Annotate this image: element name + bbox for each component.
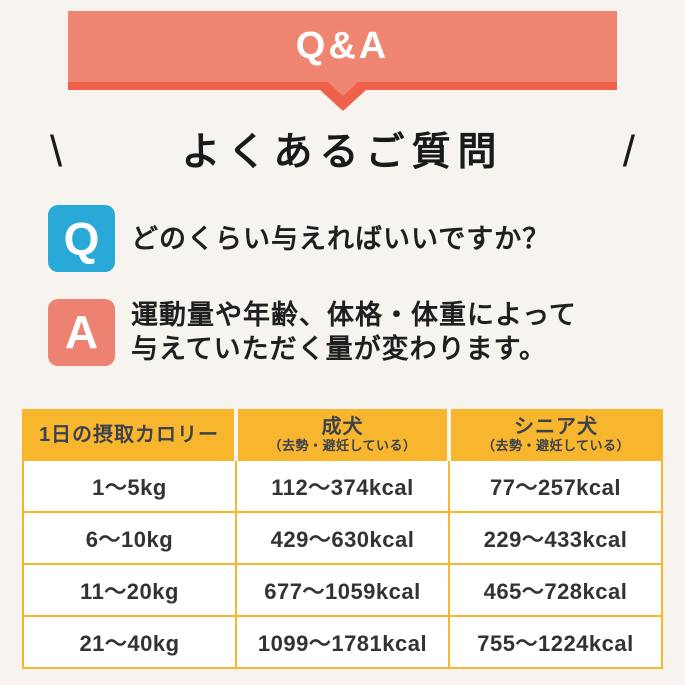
question-badge: Q: [48, 205, 115, 272]
section-heading: \ よくあるご質問 /: [0, 124, 685, 180]
cell-adult-kcal: 1099〜1781kcal: [235, 615, 450, 669]
cell-adult-kcal: 112〜374kcal: [235, 459, 450, 513]
column-header-weight: 1日の摂取カロリー: [23, 410, 238, 460]
page-title: よくあるご質問: [181, 130, 504, 174]
cell-senior-kcal: 229〜433kcal: [448, 511, 663, 565]
table-row: 1〜5kg 112〜374kcal 77〜257kcal: [22, 459, 663, 513]
cell-weight-range: 11〜20kg: [22, 563, 237, 617]
column-header-senior-dog: シニア犬 （去勢・避妊している）: [449, 410, 662, 460]
calorie-table: 1日の摂取カロリー 成犬 （去勢・避妊している） シニア犬 （去勢・避妊している…: [22, 409, 663, 669]
answer-row: A 運動量や年齢、体格・体重によって 与えていただく量が変わります。: [48, 298, 665, 366]
answer-line-2: 与えていただく量が変わります。: [131, 334, 547, 364]
column-header-title: シニア犬: [514, 416, 598, 438]
cell-adult-kcal: 677〜1059kcal: [235, 563, 450, 617]
question-text: どのくらい与えればいいですか？: [131, 223, 551, 254]
speech-tail-inner: [327, 82, 358, 96]
cell-weight-range: 1〜5kg: [22, 459, 237, 513]
qa-banner-body: Q&A: [68, 11, 617, 90]
table-header-row: 1日の摂取カロリー 成犬 （去勢・避妊している） シニア犬 （去勢・避妊している…: [23, 410, 662, 460]
answer-badge: A: [48, 298, 115, 366]
column-header-subtitle: （去勢・避妊している）: [481, 438, 631, 453]
table-row: 21〜40kg 1099〜1781kcal 755〜1224kcal: [22, 615, 663, 669]
qa-banner-label: Q&A: [295, 25, 390, 67]
decorative-right-slash: /: [622, 127, 635, 176]
column-header-adult-dog: 成犬 （去勢・避妊している）: [236, 410, 451, 460]
cell-weight-range: 21〜40kg: [22, 615, 237, 669]
column-header-title: 成犬: [321, 416, 364, 438]
decorative-left-slash: \: [50, 127, 63, 176]
cell-weight-range: 6〜10kg: [22, 511, 237, 565]
cell-adult-kcal: 429〜630kcal: [235, 511, 450, 565]
cell-senior-kcal: 755〜1224kcal: [448, 615, 663, 669]
table-row: 11〜20kg 677〜1059kcal 465〜728kcal: [22, 563, 663, 617]
answer-line-1: 運動量や年齢、体格・体重によって: [131, 300, 577, 330]
cell-senior-kcal: 465〜728kcal: [448, 563, 663, 617]
column-header-subtitle: （去勢・避妊している）: [268, 438, 417, 453]
qa-banner: Q&A: [68, 11, 617, 111]
column-header-title: 1日の摂取カロリー: [38, 424, 220, 446]
cell-senior-kcal: 77〜257kcal: [448, 459, 663, 513]
question-row: Q どのくらい与えればいいですか？: [48, 205, 665, 272]
answer-text: 運動量や年齢、体格・体重によって 与えていただく量が変わります。: [131, 298, 577, 366]
table-row: 6〜10kg 429〜630kcal 229〜433kcal: [22, 511, 663, 565]
